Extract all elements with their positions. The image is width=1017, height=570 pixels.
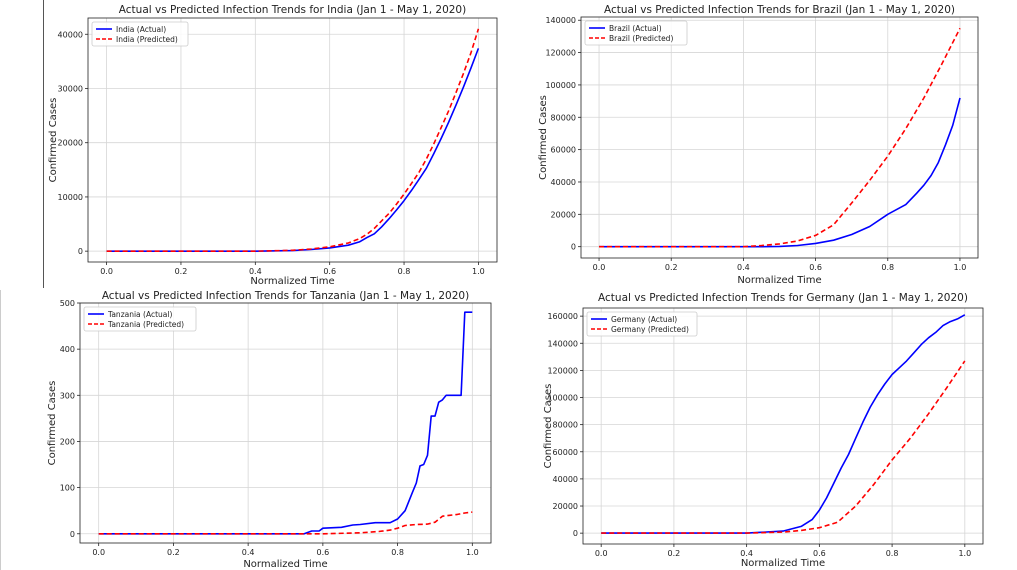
y-tick-label: 10000 (58, 193, 83, 202)
x-tick-label: 0.8 (398, 267, 411, 276)
x-axis-label: Normalized Time (737, 275, 821, 286)
y-tick-label: 0 (78, 247, 83, 256)
y-tick-label: 500 (60, 299, 75, 308)
legend-box (91, 21, 189, 47)
y-tick-label: 60000 (553, 448, 578, 457)
series-line-india-actual (106, 48, 480, 252)
y-axis-label: Confirmed Cases (538, 95, 549, 180)
x-tick-label: 0.8 (391, 548, 404, 557)
y-tick-label: 140000 (545, 16, 576, 25)
y-tick-label: 120000 (547, 366, 578, 375)
x-axis-label: Normalized Time (741, 558, 825, 569)
x-tick-label: 0.0 (595, 549, 608, 558)
legend-label: Tanzania (Predicted) (107, 320, 184, 329)
y-tick-label: 0 (571, 243, 576, 252)
legend-label: Brazil (Actual) (609, 24, 662, 33)
legend-label: Tanzania (Actual) (107, 310, 172, 319)
x-tick-label: 0.4 (737, 263, 750, 272)
series-line-tanzania-predicted (98, 511, 473, 535)
legend-label: India (Actual) (116, 25, 166, 34)
chart-title: Actual vs Predicted Infection Trends for… (604, 4, 955, 16)
x-tick-label: 0.2 (175, 267, 188, 276)
legend-label: Germany (Actual) (611, 315, 677, 324)
y-tick-label: 120000 (545, 49, 576, 58)
legend-box (586, 311, 698, 337)
y-tick-label: 40000 (551, 178, 576, 187)
x-tick-label: 0.6 (323, 267, 336, 276)
y-axis-label: Confirmed Cases (47, 381, 58, 466)
x-tick-label: 0.0 (593, 263, 606, 272)
left-border-line (43, 0, 44, 288)
y-tick-label: 30000 (58, 84, 83, 93)
y-tick-label: 40000 (553, 475, 578, 484)
y-tick-label: 40000 (58, 30, 83, 39)
legend-label: Brazil (Predicted) (609, 34, 673, 43)
x-tick-label: 0.2 (167, 548, 180, 557)
legend-box (584, 20, 688, 46)
x-tick-label: 0.2 (668, 549, 681, 558)
x-tick-label: 1.0 (472, 267, 485, 276)
x-tick-label: 0.6 (316, 548, 329, 557)
y-tick-label: 200 (60, 437, 75, 446)
chart-title: Actual vs Predicted Infection Trends for… (102, 290, 469, 302)
y-tick-label: 100000 (547, 394, 578, 403)
chart-india: Actual vs Predicted Infection Trends for… (0, 0, 508, 289)
y-tick-label: 0 (573, 529, 578, 538)
axes-frame (580, 16, 979, 259)
chart-title: Actual vs Predicted Infection Trends for… (598, 292, 968, 304)
legend-box (83, 306, 197, 332)
y-tick-label: 300 (60, 391, 75, 400)
axes-frame (87, 17, 498, 263)
y-tick-label: 0 (70, 530, 75, 539)
x-tick-label: 0.0 (100, 267, 113, 276)
x-tick-label: 0.8 (886, 549, 899, 558)
x-tick-label: 0.4 (249, 267, 262, 276)
chart-germany: Actual vs Predicted Infection Trends for… (509, 289, 1017, 570)
x-axis-label: Normalized Time (250, 276, 334, 287)
y-tick-label: 100 (60, 484, 75, 493)
chart-tanzania: Actual vs Predicted Infection Trends for… (0, 287, 508, 570)
series-line-brazil-actual (599, 97, 961, 248)
chart-title: Actual vs Predicted Infection Trends for… (119, 4, 466, 16)
chart-brazil: Actual vs Predicted Infection Trends for… (509, 0, 1017, 289)
legend-label: Germany (Predicted) (611, 325, 689, 334)
x-tick-label: 0.4 (242, 548, 255, 557)
left-border-line-lower (0, 290, 1, 570)
y-tick-label: 140000 (547, 339, 578, 348)
x-tick-label: 0.2 (665, 263, 678, 272)
x-tick-label: 0.6 (809, 263, 822, 272)
legend-label: India (Predicted) (116, 35, 178, 44)
series-line-germany-predicted (601, 360, 966, 534)
y-axis-label: Confirmed Cases (48, 98, 59, 183)
y-tick-label: 20000 (58, 139, 83, 148)
y-tick-label: 80000 (553, 421, 578, 430)
y-tick-label: 80000 (551, 113, 576, 122)
x-tick-label: 0.6 (813, 549, 826, 558)
y-axis-label: Confirmed Cases (543, 384, 554, 469)
x-tick-label: 0.8 (881, 263, 894, 272)
y-tick-label: 160000 (547, 312, 578, 321)
x-tick-label: 1.0 (958, 549, 971, 558)
series-line-india-predicted (106, 28, 480, 252)
x-axis-label: Normalized Time (243, 559, 327, 570)
y-tick-label: 100000 (545, 81, 576, 90)
x-tick-label: 0.0 (92, 548, 105, 557)
series-line-germany-actual (601, 314, 966, 534)
series-line-brazil-predicted (599, 27, 961, 248)
series-line-tanzania-actual (98, 311, 473, 535)
axes-frame (79, 302, 492, 544)
x-tick-label: 1.0 (466, 548, 479, 557)
y-tick-label: 60000 (551, 146, 576, 155)
y-tick-label: 20000 (551, 210, 576, 219)
x-tick-label: 1.0 (954, 263, 967, 272)
axes-frame (582, 307, 984, 545)
y-tick-label: 20000 (553, 502, 578, 511)
y-tick-label: 400 (60, 345, 75, 354)
x-tick-label: 0.4 (740, 549, 753, 558)
